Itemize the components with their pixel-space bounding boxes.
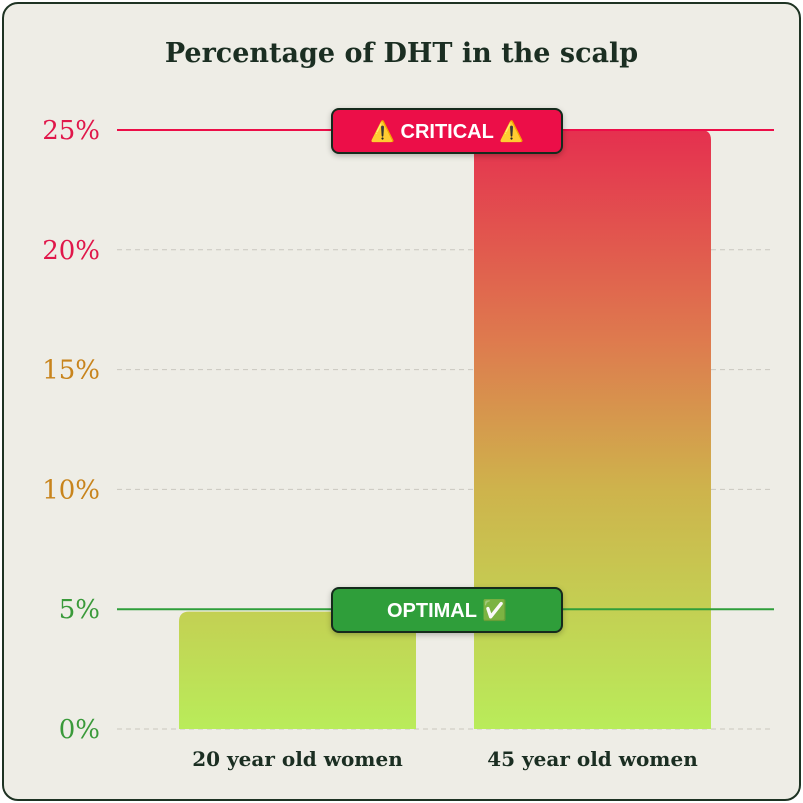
y-tick-label: 10%: [42, 475, 100, 505]
optimal-badge: OPTIMAL ✅: [331, 587, 563, 634]
critical-badge: ⚠️ CRITICAL ⚠️: [331, 108, 563, 154]
y-tick-label: 20%: [42, 236, 100, 266]
y-tick-label: 5%: [59, 595, 100, 625]
bar: [474, 130, 711, 729]
y-tick-label: 25%: [42, 116, 100, 146]
bar-chart: 0% 5% 10% 15% 20% 25% 20 year old women 45 year…: [42, 116, 774, 771]
x-tick-label: 20 year old women: [192, 747, 403, 771]
bar: [179, 611, 416, 729]
y-tick-label: 15%: [42, 356, 100, 386]
x-tick-label: 45 year old women: [487, 747, 698, 771]
chart-title: Percentage of DHT in the scalp: [164, 38, 639, 69]
y-tick-label: 0%: [59, 715, 100, 745]
